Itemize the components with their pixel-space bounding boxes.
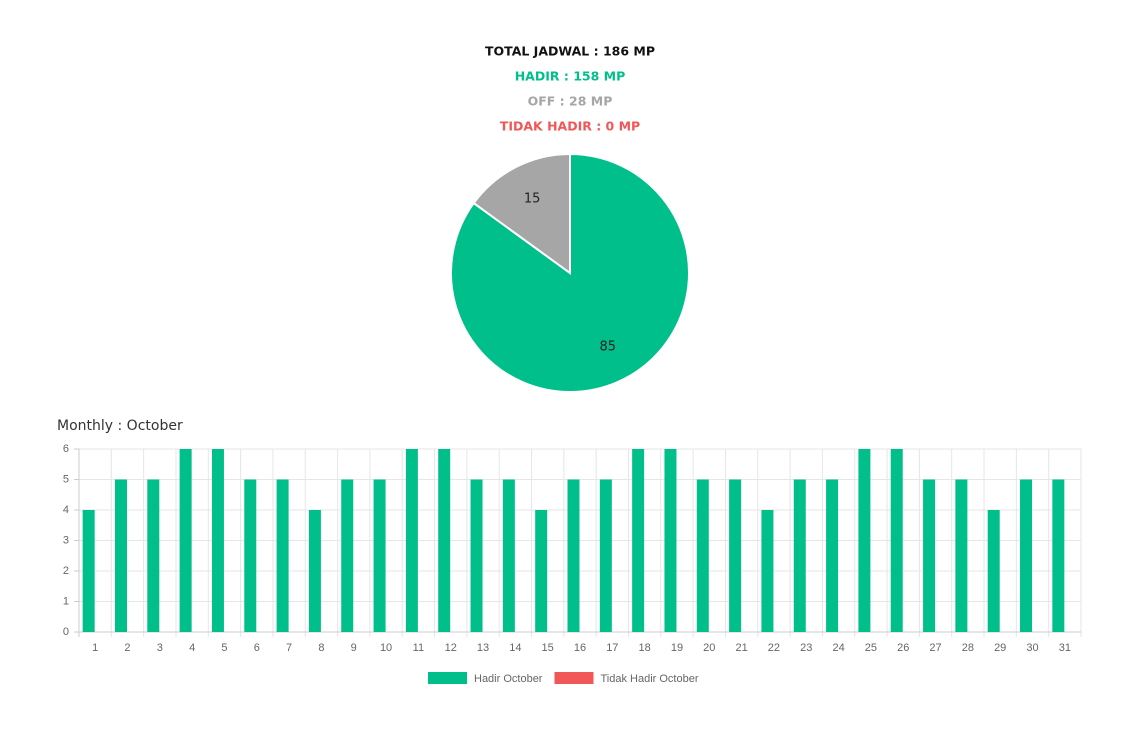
summary-line: OFF : 28 MP bbox=[528, 94, 613, 109]
x-tick-label: 2 bbox=[124, 642, 130, 654]
legend-label: Hadir October bbox=[474, 673, 543, 685]
y-tick-label: 5 bbox=[63, 473, 69, 485]
bar bbox=[405, 449, 418, 632]
summary-line: HADIR : 158 MP bbox=[515, 69, 626, 84]
bar bbox=[114, 479, 127, 632]
bar bbox=[955, 479, 968, 632]
legend-swatch bbox=[428, 672, 467, 684]
bar bbox=[858, 449, 871, 632]
bar bbox=[438, 449, 451, 632]
bar bbox=[211, 449, 224, 632]
bar bbox=[1020, 479, 1033, 632]
y-tick-label: 4 bbox=[63, 504, 69, 516]
bar bbox=[147, 479, 160, 632]
bar bbox=[599, 479, 612, 632]
x-tick-label: 11 bbox=[413, 642, 424, 654]
x-tick-label: 22 bbox=[768, 642, 780, 654]
x-tick-label: 13 bbox=[477, 642, 489, 654]
bar bbox=[923, 479, 936, 632]
x-tick-label: 31 bbox=[1059, 642, 1071, 654]
bar bbox=[761, 510, 774, 632]
bar bbox=[82, 510, 95, 632]
x-tick-label: 30 bbox=[1026, 642, 1038, 654]
legend-label: Tidak Hadir October bbox=[600, 673, 698, 685]
x-tick-label: 1 bbox=[92, 642, 98, 654]
bar bbox=[179, 449, 192, 632]
x-tick-label: 3 bbox=[157, 642, 163, 654]
x-tick-label: 25 bbox=[865, 642, 877, 654]
summary-line: TOTAL JADWAL : 186 MP bbox=[485, 44, 655, 59]
bar bbox=[567, 479, 580, 632]
summary-line: TIDAK HADIR : 0 MP bbox=[500, 119, 640, 134]
bar bbox=[341, 479, 354, 632]
y-tick-label: 1 bbox=[63, 595, 69, 607]
slice-label: 85 bbox=[600, 340, 617, 355]
y-tick-label: 0 bbox=[63, 626, 69, 638]
bar bbox=[890, 449, 903, 632]
legend-swatch bbox=[554, 672, 594, 684]
bar bbox=[729, 479, 742, 632]
x-tick-label: 4 bbox=[189, 642, 195, 654]
x-tick-label: 27 bbox=[929, 642, 941, 654]
pie-slice bbox=[472, 152, 571, 275]
x-tick-label: 9 bbox=[351, 642, 357, 654]
x-tick-label: 28 bbox=[962, 642, 974, 654]
x-tick-label: 7 bbox=[286, 642, 292, 654]
bar bbox=[276, 479, 289, 632]
bar bbox=[373, 479, 386, 632]
y-tick-label: 3 bbox=[63, 534, 69, 546]
bar bbox=[696, 479, 709, 632]
x-tick-label: 18 bbox=[639, 642, 651, 654]
bar bbox=[1052, 479, 1065, 632]
slice-label: 15 bbox=[524, 191, 541, 206]
x-tick-label: 15 bbox=[542, 642, 554, 654]
x-tick-label: 5 bbox=[221, 642, 227, 654]
bar bbox=[987, 510, 1000, 632]
y-tick-label: 2 bbox=[63, 565, 69, 577]
bar bbox=[535, 510, 548, 632]
x-tick-label: 21 bbox=[735, 642, 747, 654]
x-tick-label: 17 bbox=[606, 642, 618, 654]
x-tick-label: 14 bbox=[509, 642, 521, 654]
y-tick-label: 6 bbox=[63, 443, 69, 455]
x-tick-label: 29 bbox=[994, 642, 1006, 654]
x-tick-label: 6 bbox=[254, 642, 260, 654]
bar bbox=[664, 449, 677, 632]
bar bbox=[793, 479, 806, 632]
x-tick-label: 20 bbox=[703, 642, 715, 654]
x-tick-label: 26 bbox=[897, 642, 909, 654]
bar bbox=[502, 479, 515, 632]
x-tick-label: 10 bbox=[380, 642, 392, 654]
x-tick-label: 16 bbox=[574, 642, 586, 654]
x-tick-label: 12 bbox=[445, 642, 457, 654]
bar bbox=[244, 479, 257, 632]
bar bbox=[308, 510, 321, 632]
x-tick-label: 24 bbox=[832, 642, 844, 654]
x-tick-label: 23 bbox=[800, 642, 812, 654]
bar bbox=[632, 449, 645, 632]
chart-title: Monthly : October bbox=[57, 418, 183, 434]
x-tick-label: 19 bbox=[671, 642, 683, 654]
x-tick-label: 8 bbox=[318, 642, 324, 654]
bar bbox=[826, 479, 839, 632]
bar bbox=[470, 479, 483, 632]
